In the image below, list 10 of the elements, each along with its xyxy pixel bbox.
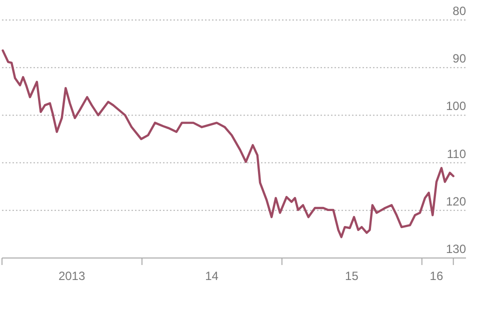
y-tick-label: 120 <box>446 194 466 208</box>
x-tick-label: 2013 <box>58 269 86 283</box>
x-tick-label: 14 <box>205 269 219 283</box>
y-tick-label: 90 <box>452 52 466 66</box>
y-tick-label: 130 <box>446 242 466 256</box>
x-tick-label: 16 <box>430 269 444 283</box>
y-tick-label: 80 <box>452 4 466 18</box>
x-tick-label: 15 <box>345 269 359 283</box>
y-tick-label: 110 <box>446 146 466 161</box>
y-tick-label: 100 <box>446 99 466 114</box>
